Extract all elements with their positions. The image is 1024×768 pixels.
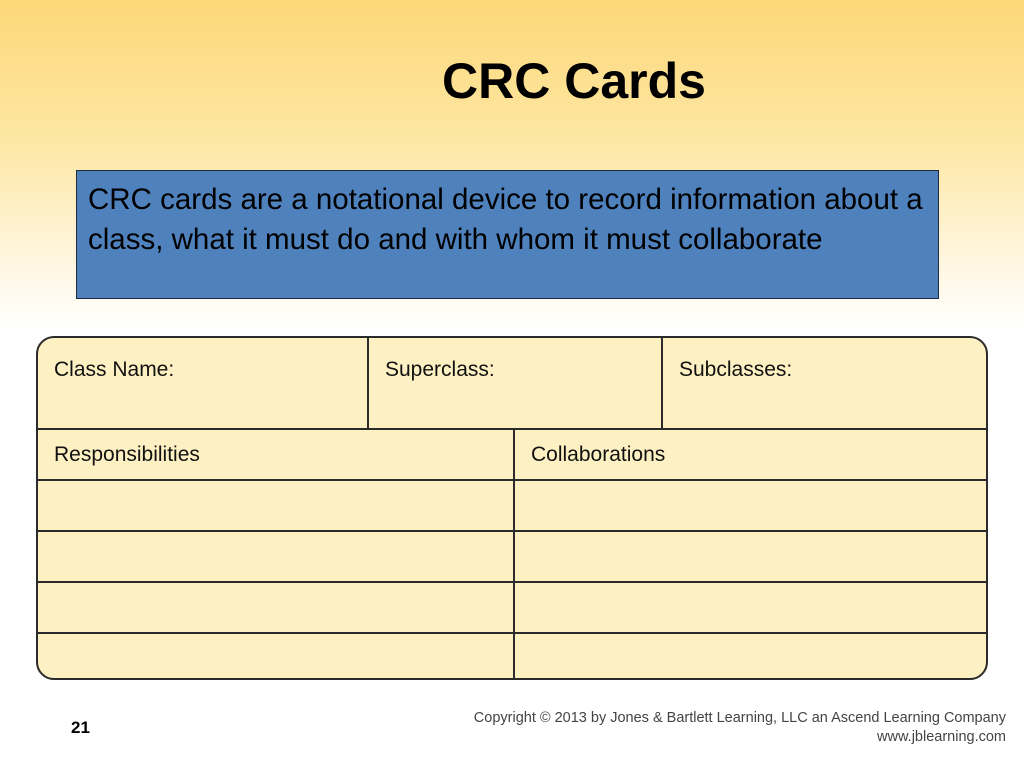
subclasses-cell: Subclasses: [661,338,986,428]
collaboration-entry [513,634,986,678]
responsibility-entry [38,583,513,632]
slide-title: CRC Cards [442,53,706,109]
responsibility-entry [38,634,513,678]
collaboration-entry [513,583,986,632]
responsibility-entry [38,532,513,581]
responsibility-entry [38,481,513,530]
collaboration-entry [513,532,986,581]
subclasses-label: Subclasses: [679,358,793,381]
card-entry-row [38,583,986,634]
copyright-notice: Copyright © 2013 by Jones & Bartlett Lea… [474,709,1006,747]
card-header-row: Responsibilities Collaborations [38,430,986,481]
definition-callout: CRC cards are a notational device to rec… [76,170,939,299]
class-name-label: Class Name: [54,358,175,381]
collaborations-label: Collaborations [531,443,666,466]
publisher-website: www.jblearning.com [877,729,1006,745]
card-entry-row [38,532,986,583]
copyright-text: Copyright © 2013 by Jones & Bartlett Lea… [473,710,1006,726]
collaboration-entry [513,481,986,530]
page-number: 21 [71,718,90,737]
responsibilities-label: Responsibilities [54,443,200,466]
card-entry-row [38,634,986,678]
card-top-row: Class Name: Superclass: Subclasses: [38,338,986,430]
crc-card: Class Name: Superclass: Subclasses: Resp… [36,336,988,680]
responsibilities-header: Responsibilities [38,430,513,479]
card-entry-row [38,481,986,532]
class-name-cell: Class Name: [38,338,367,428]
superclass-cell: Superclass: [367,338,661,428]
collaborations-header: Collaborations [513,430,986,479]
superclass-label: Superclass: [385,358,495,381]
